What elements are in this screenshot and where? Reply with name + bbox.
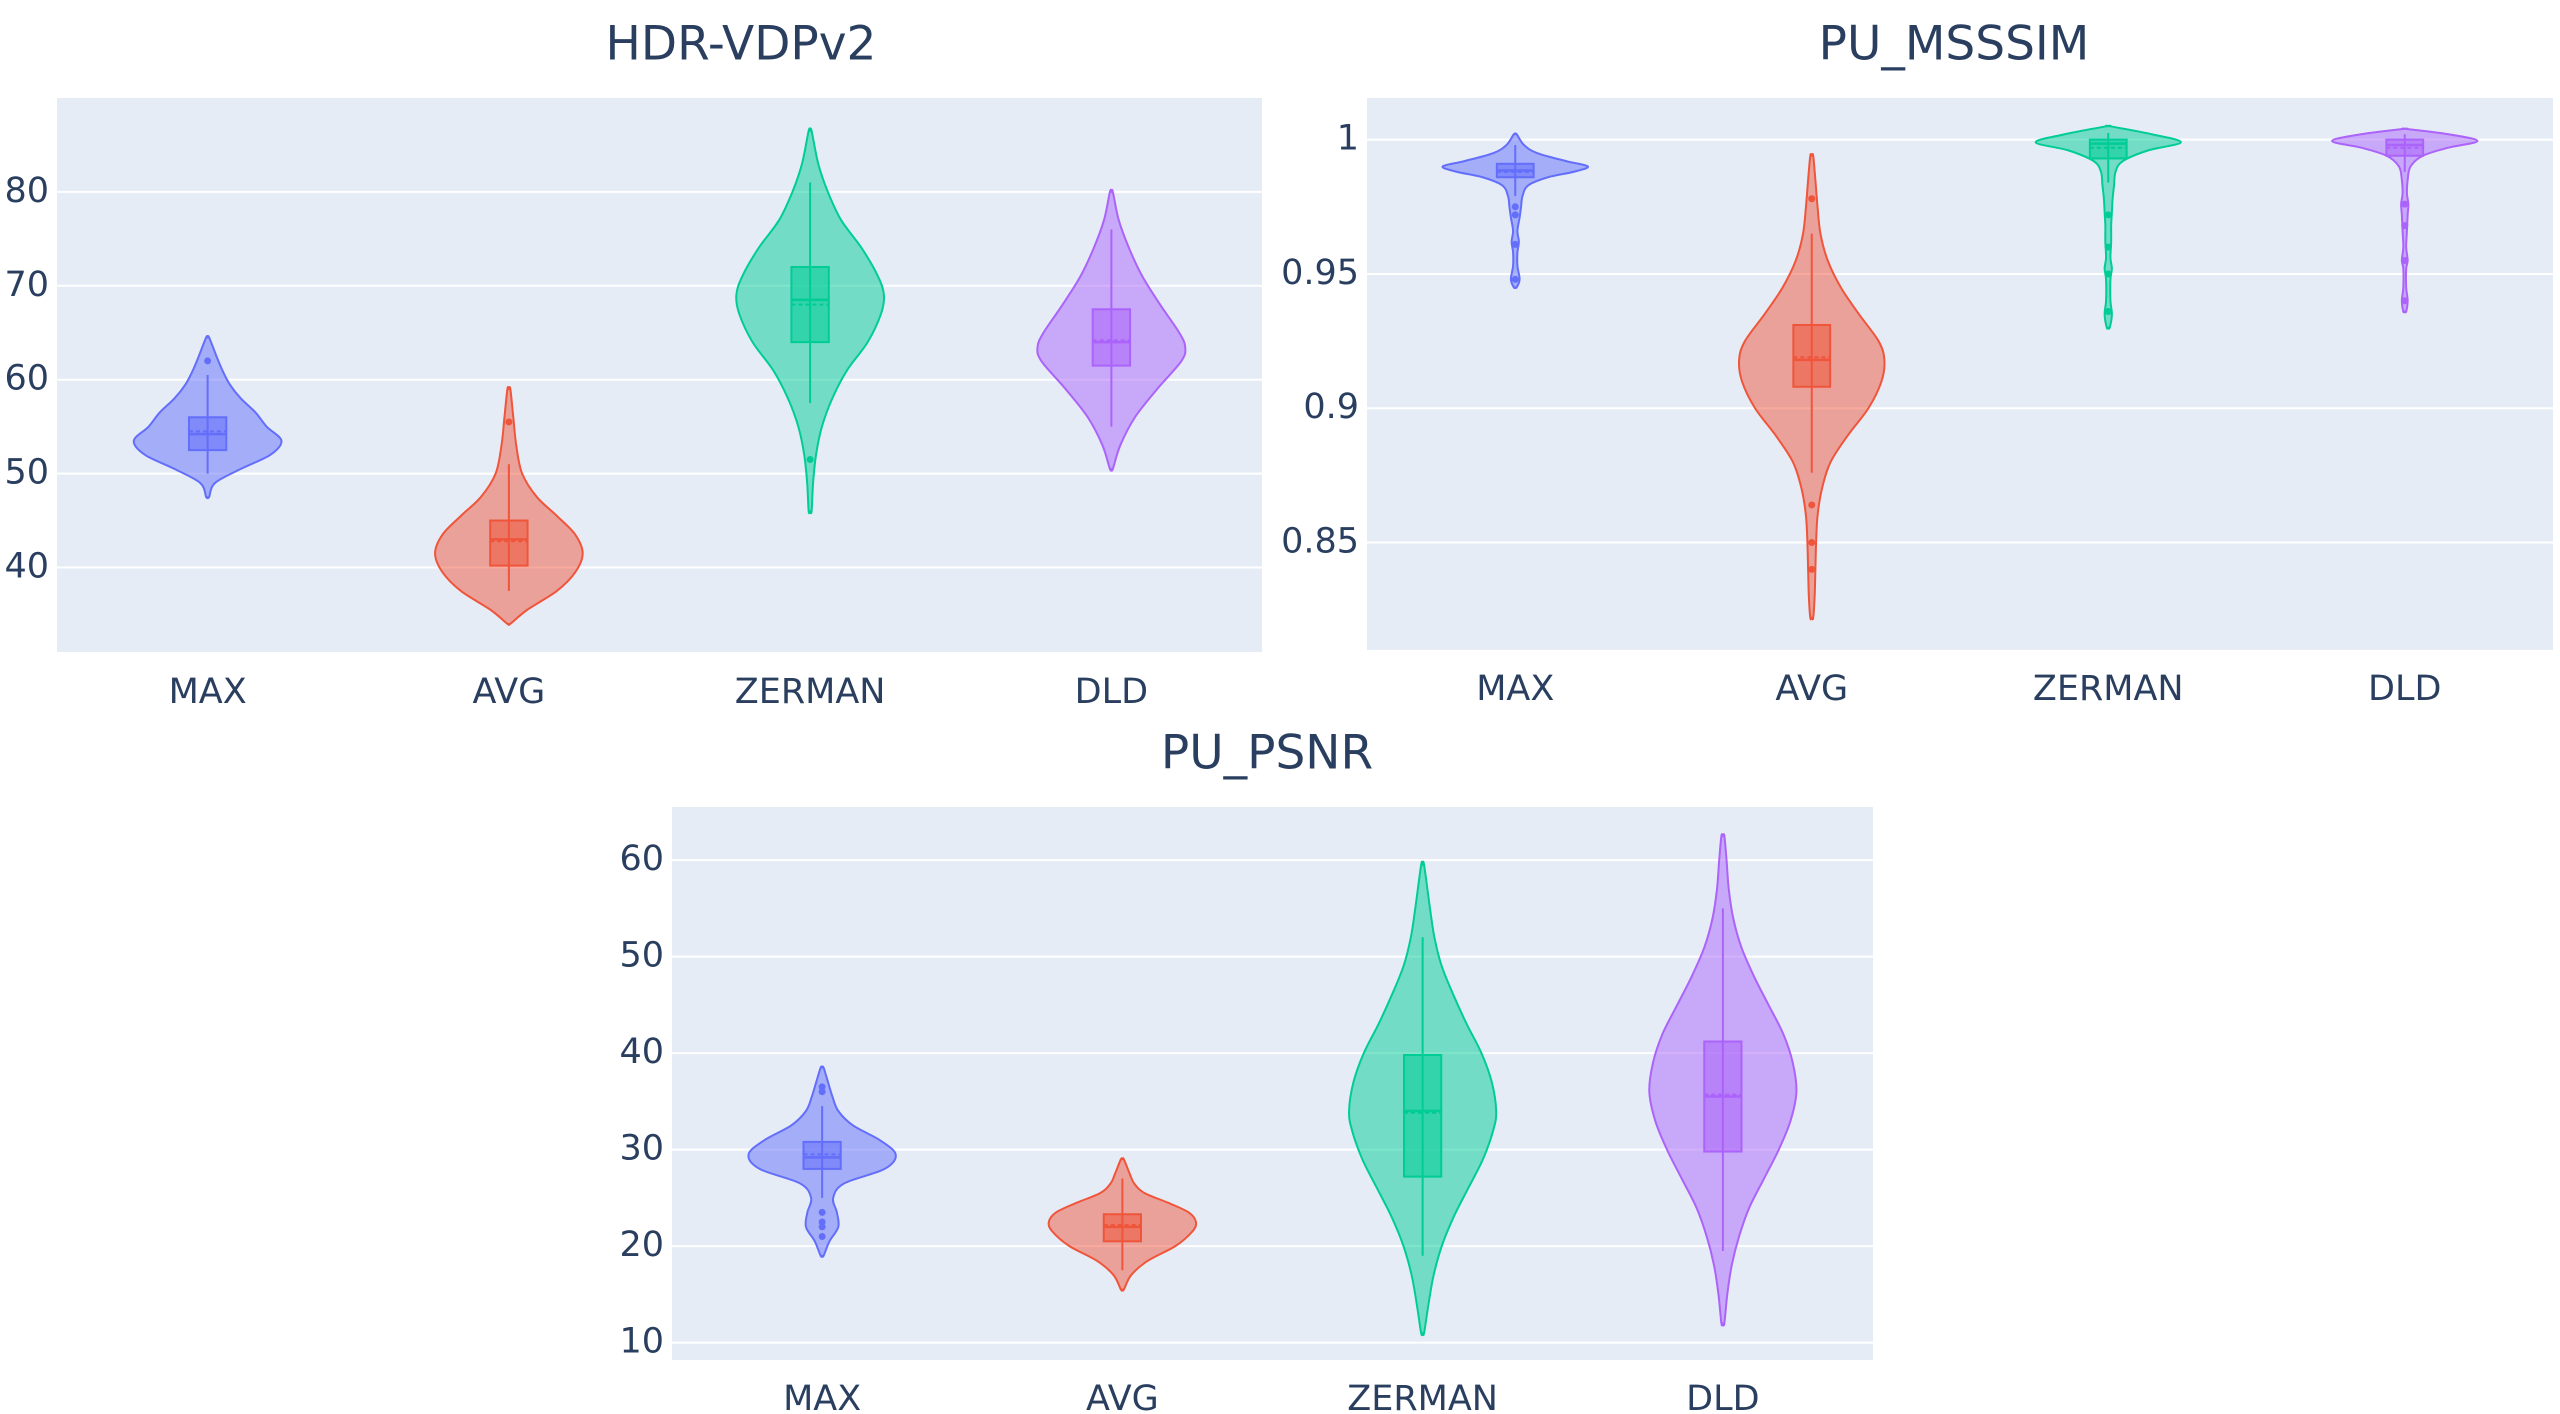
x-tick-label-zerman: ZERMAN: [1347, 1379, 1498, 1414]
outlier-point-zerman: [2104, 270, 2112, 278]
violin-body-dld: [2331, 127, 2479, 314]
y-tick-label: 30: [619, 1129, 664, 1169]
chart-title: PU_PSNR: [1161, 726, 1373, 781]
y-tick-label: 50: [619, 936, 664, 976]
y-tick-label: 0.95: [1281, 253, 1359, 293]
outlier-point-dld: [2401, 297, 2409, 305]
panel-hdr-vdpv2: 40 50 60 70 80 MAX AVG ZERMAN DLD HDR-VDPv2: [4, 17, 1262, 712]
outlier-point-max: [818, 1208, 826, 1216]
box-dld: [1091, 308, 1132, 367]
y-tick-label: 20: [619, 1225, 664, 1265]
x-tick-label-avg: AVG: [1086, 1379, 1159, 1414]
y-tick-label: 50: [4, 453, 49, 493]
x-tick-label-max: MAX: [1476, 669, 1554, 709]
y-tick-label: 40: [4, 546, 49, 586]
violin-avg: [1737, 152, 1886, 621]
outlier-point-max: [818, 1088, 826, 1096]
violin-avg: [1047, 1157, 1198, 1292]
outlier-point-dld: [2401, 222, 2409, 230]
outlier-point-zerman: [2104, 308, 2112, 316]
y-tick-label: 0.9: [1303, 387, 1359, 427]
x-tick-label-dld: DLD: [1075, 672, 1148, 712]
y-tick-label: 10: [619, 1322, 664, 1362]
violin-dld: [1648, 833, 1798, 1327]
x-tick-label-zerman: ZERMAN: [2033, 669, 2184, 709]
outlier-point-max: [1511, 240, 1519, 248]
outlier-point-max: [1511, 203, 1519, 211]
violin-max: [1441, 132, 1589, 289]
y-tick-label: 80: [4, 171, 49, 211]
outlier-point-max: [818, 1232, 826, 1240]
y-tick-label: 60: [4, 359, 49, 399]
outlier-point-max: [204, 357, 212, 365]
outlier-point-avg: [1808, 565, 1816, 573]
y-tick-label: 60: [619, 839, 664, 879]
outlier-point-max: [818, 1218, 826, 1226]
outlier-point-max: [818, 1223, 826, 1231]
x-tick-label-dld: DLD: [2368, 669, 2441, 709]
plot-area-background: [1367, 98, 2553, 650]
outlier-point-avg: [505, 418, 513, 426]
violin-zerman: [2034, 124, 2182, 330]
x-tick-label-avg: AVG: [1775, 669, 1848, 709]
outlier-point-max: [1511, 211, 1519, 219]
outlier-point-max: [818, 1083, 826, 1091]
outlier-point-dld: [2401, 257, 2409, 265]
box-avg: [1792, 323, 1832, 388]
violin-zerman: [735, 127, 886, 515]
violin-avg: [434, 386, 584, 626]
y-tick-label: 40: [619, 1032, 664, 1072]
x-tick-label-max: MAX: [783, 1379, 861, 1414]
outlier-point-avg: [1808, 539, 1816, 547]
violin-dld: [1036, 188, 1187, 472]
violin-body-zerman: [2034, 124, 2182, 330]
violin-zerman: [1348, 860, 1498, 1337]
outlier-point-zerman: [2104, 243, 2112, 251]
violin-dld: [2331, 127, 2479, 314]
outlier-point-max: [1511, 275, 1519, 283]
x-tick-label-max: MAX: [169, 672, 247, 712]
chart-title: HDR-VDPv2: [606, 17, 877, 72]
x-tick-label-avg: AVG: [472, 672, 545, 712]
outlier-point-avg: [1808, 195, 1816, 203]
y-tick-label: 0.85: [1281, 522, 1359, 562]
x-tick-label-zerman: ZERMAN: [735, 672, 886, 712]
outlier-point-dld: [2401, 200, 2409, 208]
violin-max: [132, 335, 283, 500]
panel-pu-psnr: 10 20 30 40 50 60 MAX AVG ZERMAN DLD PU_PSNR: [619, 726, 1873, 1414]
x-tick-label-dld: DLD: [1686, 1379, 1759, 1414]
box-avg: [489, 519, 529, 567]
violin-body-max: [1441, 132, 1589, 289]
outlier-point-avg: [1808, 501, 1816, 509]
y-tick-label: 70: [4, 265, 49, 305]
outlier-point-zerman: [2104, 211, 2112, 219]
chart-title: PU_MSSSIM: [1819, 17, 2090, 72]
panel-pu-msssim: 0.85 0.9 0.95 1 MAX AVG ZERMAN DLD PU_MSSSIM: [1281, 17, 2553, 709]
y-tick-label: 1: [1337, 119, 1359, 159]
violin-max: [747, 1065, 897, 1258]
box-zerman: [1403, 1054, 1443, 1178]
outlier-point-zerman: [806, 456, 814, 464]
